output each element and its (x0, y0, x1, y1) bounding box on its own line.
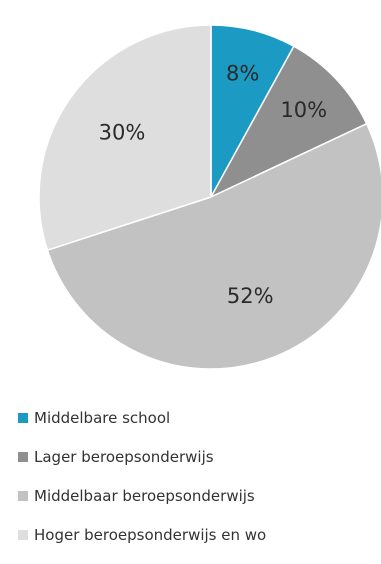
slice-label-4: 30% (99, 120, 146, 144)
pie-slice-3 (46, 122, 381, 370)
slice-label-1: 8% (226, 62, 259, 86)
slice-label-2: 10% (280, 98, 327, 122)
legend-swatch (18, 491, 28, 501)
legend-label: Middelbare school (34, 409, 171, 427)
slice-label-3: 52% (227, 284, 274, 308)
legend-item: Lager beroepsonderwijs (18, 447, 266, 467)
pie-chart: 8% 10% 52% 30% (38, 24, 381, 370)
pie-slice-2 (209, 45, 368, 199)
legend-item: Middelbare school (18, 408, 266, 428)
legend-label: Lager beroepsonderwijs (34, 448, 214, 466)
legend: Middelbare school Lager beroepsonderwijs M… (18, 408, 266, 564)
legend-label: Middelbaar beroepsonderwijs (34, 487, 255, 505)
legend-swatch (18, 452, 28, 462)
legend-label: Hoger beroepsonderwijs en wo (34, 526, 267, 544)
legend-item: Hoger beroepsonderwijs en wo (18, 525, 266, 545)
legend-swatch (18, 413, 28, 423)
legend-item: Middelbaar beroepsonderwijs (18, 486, 266, 506)
legend-swatch (18, 530, 28, 540)
pie-slice-4 (38, 24, 212, 252)
